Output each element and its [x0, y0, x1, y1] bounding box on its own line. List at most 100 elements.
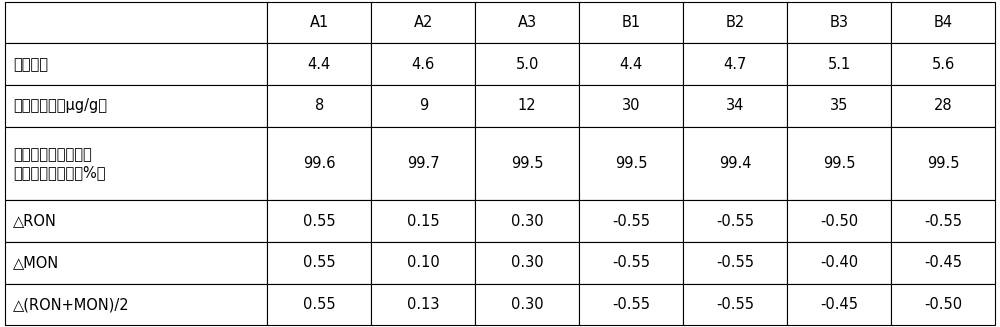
Bar	[371, 43, 475, 85]
Text: 0.13: 0.13	[407, 297, 440, 312]
Bar	[475, 284, 579, 325]
Bar	[891, 200, 995, 242]
Text: △(RON+MON)/2: △(RON+MON)/2	[13, 297, 130, 312]
Bar	[683, 200, 787, 242]
Bar	[683, 43, 787, 85]
Text: -0.55: -0.55	[612, 297, 650, 312]
Text: 磨损指数: 磨损指数	[13, 57, 48, 72]
Bar	[891, 2, 995, 43]
Text: 8: 8	[315, 98, 324, 113]
Text: 28: 28	[934, 98, 952, 113]
Bar	[787, 2, 891, 43]
Bar	[371, 127, 475, 200]
Bar	[267, 242, 371, 284]
Text: 5.1: 5.1	[827, 57, 851, 72]
Bar	[787, 127, 891, 200]
Bar	[683, 284, 787, 325]
Text: 5.6: 5.6	[931, 57, 955, 72]
Bar	[371, 242, 475, 284]
Bar	[475, 242, 579, 284]
Text: -0.55: -0.55	[716, 214, 754, 229]
Bar	[787, 43, 891, 85]
Text: 99.5: 99.5	[823, 156, 855, 171]
Bar	[787, 242, 891, 284]
Text: -0.55: -0.55	[716, 255, 754, 270]
Bar	[5, 127, 267, 200]
Bar	[371, 284, 475, 325]
Text: △RON: △RON	[13, 214, 57, 229]
Bar	[787, 200, 891, 242]
Bar	[579, 2, 683, 43]
Text: 30: 30	[622, 98, 640, 113]
Bar	[475, 127, 579, 200]
Text: 0.55: 0.55	[303, 297, 336, 312]
Bar	[267, 200, 371, 242]
Bar	[371, 200, 475, 242]
Text: -0.50: -0.50	[924, 297, 962, 312]
Text: 5.0: 5.0	[516, 57, 539, 72]
Text: △MON: △MON	[13, 255, 59, 270]
Text: 0.55: 0.55	[303, 255, 336, 270]
Text: 99.5: 99.5	[511, 156, 543, 171]
Text: 99.6: 99.6	[303, 156, 336, 171]
Bar	[579, 85, 683, 127]
Text: -0.45: -0.45	[820, 297, 858, 312]
Bar	[475, 200, 579, 242]
Bar	[683, 242, 787, 284]
Text: 4.4: 4.4	[308, 57, 331, 72]
Text: B1: B1	[622, 15, 641, 30]
Text: 12: 12	[518, 98, 537, 113]
Text: A2: A2	[414, 15, 433, 30]
Text: A1: A1	[310, 15, 329, 30]
Text: 4.4: 4.4	[620, 57, 643, 72]
Bar	[5, 2, 267, 43]
Bar	[5, 284, 267, 325]
Bar	[891, 242, 995, 284]
Text: 0.30: 0.30	[511, 214, 544, 229]
Bar	[475, 85, 579, 127]
Text: 99.5: 99.5	[927, 156, 959, 171]
Text: B2: B2	[726, 15, 745, 30]
Bar	[891, 43, 995, 85]
Bar	[267, 127, 371, 200]
Text: 产品硫含量（μg/g）: 产品硫含量（μg/g）	[13, 98, 107, 113]
Text: -0.45: -0.45	[924, 255, 962, 270]
Bar	[5, 43, 267, 85]
Text: B4: B4	[933, 15, 953, 30]
Bar	[5, 242, 267, 284]
Bar	[787, 284, 891, 325]
Bar	[683, 2, 787, 43]
Bar	[5, 85, 267, 127]
Text: B3: B3	[830, 15, 849, 30]
Bar	[267, 2, 371, 43]
Bar	[787, 85, 891, 127]
Text: 99.5: 99.5	[615, 156, 647, 171]
Text: 脱硫催化剂稳定后的
产品汽油的收率（%）: 脱硫催化剂稳定后的 产品汽油的收率（%）	[13, 147, 106, 180]
Bar	[371, 2, 475, 43]
Bar	[579, 284, 683, 325]
Bar	[683, 85, 787, 127]
Bar	[475, 2, 579, 43]
Text: 0.15: 0.15	[407, 214, 440, 229]
Bar	[891, 284, 995, 325]
Text: 0.10: 0.10	[407, 255, 440, 270]
Bar	[579, 43, 683, 85]
Text: -0.40: -0.40	[820, 255, 858, 270]
Text: A3: A3	[518, 15, 537, 30]
Bar	[475, 43, 579, 85]
Text: 0.30: 0.30	[511, 297, 544, 312]
Bar	[891, 85, 995, 127]
Text: -0.55: -0.55	[612, 255, 650, 270]
Bar	[267, 85, 371, 127]
Text: 4.6: 4.6	[412, 57, 435, 72]
Text: 99.7: 99.7	[407, 156, 440, 171]
Text: -0.50: -0.50	[820, 214, 858, 229]
Bar	[371, 85, 475, 127]
Text: 0.55: 0.55	[303, 214, 336, 229]
Text: 0.30: 0.30	[511, 255, 544, 270]
Text: -0.55: -0.55	[716, 297, 754, 312]
Bar	[579, 200, 683, 242]
Bar	[579, 242, 683, 284]
Text: 99.4: 99.4	[719, 156, 751, 171]
Bar	[267, 43, 371, 85]
